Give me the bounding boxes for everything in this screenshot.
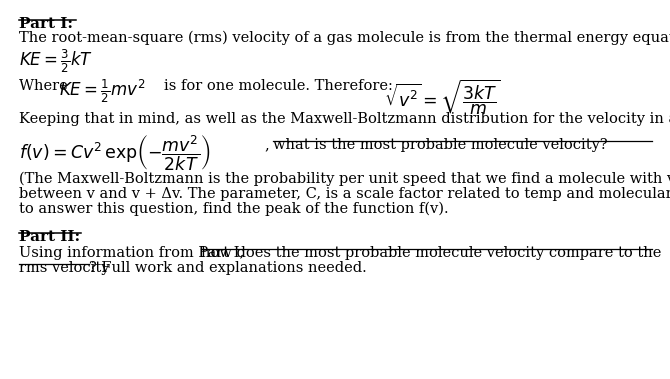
- Text: how does the most probable molecule velocity compare to the: how does the most probable molecule velo…: [201, 246, 661, 260]
- Text: (The Maxwell-Boltzmann is the probability per unit speed that we find a molecule: (The Maxwell-Boltzmann is the probabilit…: [19, 172, 670, 186]
- Text: Part I:: Part I:: [19, 17, 72, 31]
- Text: Using information from Part I,: Using information from Part I,: [19, 246, 249, 260]
- Text: Where: Where: [19, 79, 72, 93]
- Text: between v and v + Δv. The parameter, C, is a scale factor related to temp and mo: between v and v + Δv. The parameter, C, …: [19, 186, 670, 200]
- Text: Part II:: Part II:: [19, 230, 80, 244]
- Text: ,: ,: [264, 138, 269, 152]
- Text: The root-mean-square (rms) velocity of a gas molecule is from the thermal energy: The root-mean-square (rms) velocity of a…: [19, 31, 670, 45]
- Text: $f(v) = Cv^2\,\exp\!\left(-\dfrac{mv^2}{2kT}\right)$: $f(v) = Cv^2\,\exp\!\left(-\dfrac{mv^2}{…: [19, 133, 210, 172]
- Text: rms velocity: rms velocity: [19, 261, 109, 275]
- Text: $KE = \frac{1}{2}mv^2$: $KE = \frac{1}{2}mv^2$: [59, 77, 145, 105]
- Text: ? Full work and explanations needed.: ? Full work and explanations needed.: [89, 261, 367, 275]
- Text: $\sqrt{v^2} = \sqrt{\dfrac{3kT}{m}}$: $\sqrt{v^2} = \sqrt{\dfrac{3kT}{m}}$: [384, 77, 500, 117]
- Text: what is the most probable molecule velocity?: what is the most probable molecule veloc…: [273, 138, 607, 152]
- Text: is for one molecule. Therefore:: is for one molecule. Therefore:: [164, 79, 393, 93]
- Text: to answer this question, find the peak of the function f(v).: to answer this question, find the peak o…: [19, 201, 448, 216]
- Text: Keeping that in mind, as well as the Maxwell-Boltzmann distribution for the velo: Keeping that in mind, as well as the Max…: [19, 111, 670, 125]
- Text: $KE = \frac{3}{2}kT$: $KE = \frac{3}{2}kT$: [19, 47, 92, 75]
